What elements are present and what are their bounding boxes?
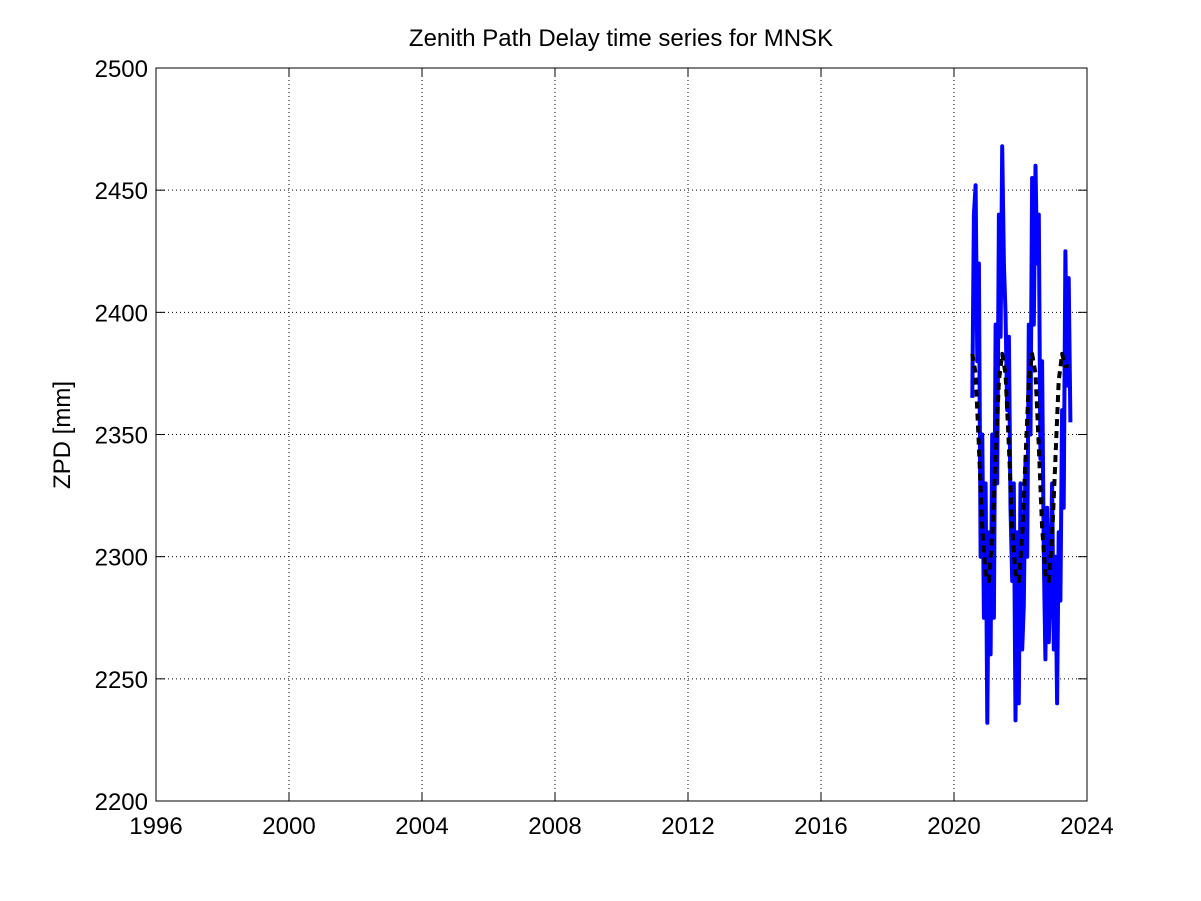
x-tick-label: 2020 [927, 813, 980, 840]
axis-ticks: 1996 2000 2004 2008 2012 2016 2020 2024 2200 2250… [95, 56, 1114, 840]
y-tick-label: 2200 [95, 789, 148, 816]
model-fit-line [970, 351, 1069, 584]
x-tick-label: 2004 [395, 813, 448, 840]
y-tick-label: 2250 [95, 667, 148, 694]
x-tick-label: 2016 [794, 813, 847, 840]
y-tick-label: 2300 [95, 545, 148, 572]
data-series [970, 144, 1073, 725]
x-tick-label: 2012 [661, 813, 714, 840]
y-tick-label: 2500 [95, 56, 148, 83]
x-tick-label: 2000 [262, 813, 315, 840]
y-axis-label: ZPD [mm] [49, 381, 76, 489]
y-tick-label: 2450 [95, 178, 148, 205]
y-tick-label: 2400 [95, 300, 148, 327]
x-tick-label: 1996 [129, 813, 182, 840]
x-tick-label: 2008 [528, 813, 581, 840]
x-tick-label: 2024 [1060, 813, 1113, 840]
chart-title: Zenith Path Delay time series for MNSK [409, 25, 833, 52]
y-tick-label: 2350 [95, 423, 148, 450]
